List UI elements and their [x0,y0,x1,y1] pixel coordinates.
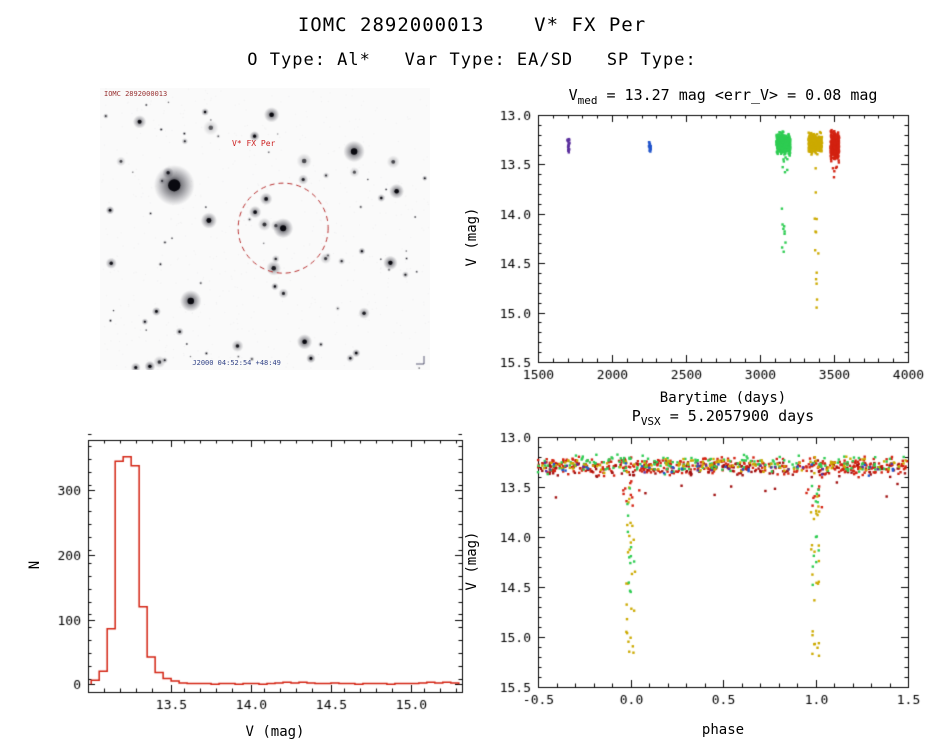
vmed-symbol: V [568,86,578,104]
histogram-canvas [18,412,480,747]
page-subtitle: O Type: Al* Var Type: EA/SD SP Type: [247,50,697,70]
barytime-x-axis-label: Barytime (days) [659,390,787,406]
phase-chart-title: PVSX = 5.2057900 days [538,407,908,428]
finder-target-label: V* FX Per [232,138,276,148]
vmed-value-text: = 13.27 mag <err_V> = 0.08 mag [597,86,878,104]
barytime-chart-title: Vmed = 13.27 mag <err_V> = 0.08 mag [538,86,908,107]
period-value-text: = 5.2057900 days [660,407,815,425]
phase-x-axis-label: phase [701,722,745,738]
barytime-y-axis-label: V (mag) [464,207,480,267]
histogram-x-axis-label: V (mag) [245,724,305,740]
vmed-subscript: med [577,94,598,107]
page-title: IOMC 2892000013 V* FX Per [297,14,647,36]
barytime-chart: Vmed = 13.27 mag <err_V> = 0.08 mag V (m… [460,84,944,414]
magnitude-histogram-chart: N V (mag) [18,412,480,747]
phase-y-axis-label: V (mag) [464,531,480,591]
finder-top-left-text: IOMC 2892000013 [104,90,168,98]
barytime-chart-canvas [460,84,944,414]
finder-chart: IOMC 2892000013 V* FX Per J2000 04:52:54… [100,88,430,370]
histogram-y-axis-label: N [27,560,43,570]
period-subscript: VSX [640,415,661,428]
finder-bottom-text: J2000 04:52:54 +48:49 [192,359,281,367]
period-symbol: P [631,407,641,425]
finder-chart-canvas [100,88,430,370]
phase-chart-canvas [460,405,944,747]
phase-chart: PVSX = 5.2057900 days V (mag) phase [460,405,944,747]
